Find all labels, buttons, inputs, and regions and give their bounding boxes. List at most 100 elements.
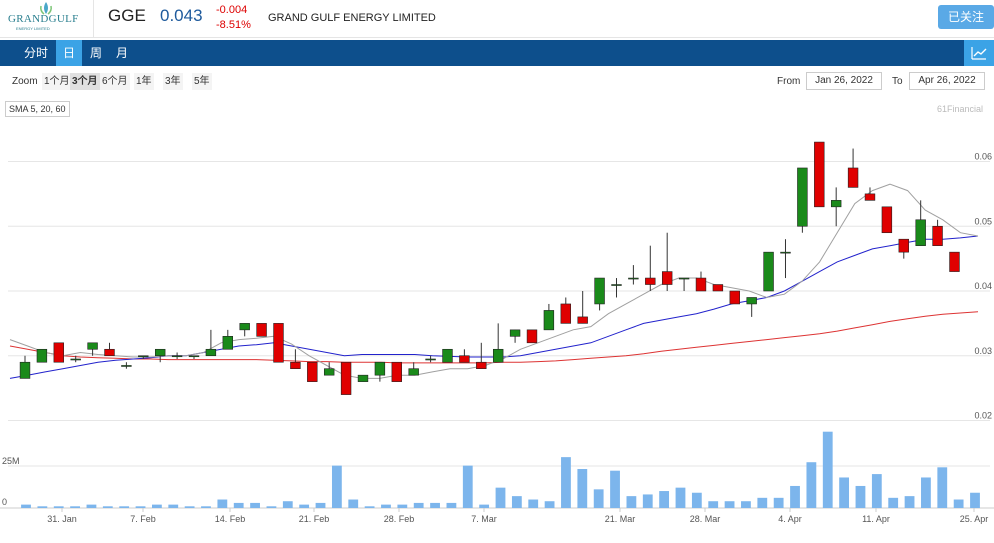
volume-bar xyxy=(757,497,768,508)
volume-bar xyxy=(381,504,391,508)
candle-body xyxy=(121,365,132,367)
candle-body xyxy=(307,361,318,382)
tab-weekly[interactable]: 周 xyxy=(89,46,102,60)
logo-flame-icon xyxy=(40,2,52,15)
x-tick-label: 31. Jan xyxy=(47,514,77,524)
candle-body xyxy=(154,348,166,357)
volume-bar xyxy=(970,492,980,508)
candle-body xyxy=(87,342,98,350)
candle-body xyxy=(273,323,284,363)
candle-body xyxy=(797,167,808,227)
volume-bar xyxy=(413,502,424,508)
candle-body xyxy=(830,200,842,208)
candle-body xyxy=(645,277,656,285)
logo-subtext: ENERGY LIMITED xyxy=(16,26,50,31)
volume-bar xyxy=(430,502,440,508)
candle-body xyxy=(526,329,538,344)
candle-body xyxy=(104,348,115,357)
candle-body xyxy=(492,348,504,363)
volume-bar xyxy=(806,462,817,508)
volume-bar xyxy=(626,496,637,508)
volume-bar xyxy=(790,485,800,508)
volume-bar xyxy=(86,504,97,508)
price-tick-label: 0.02 xyxy=(974,411,992,421)
zoom-1m-button[interactable]: 1个月 xyxy=(42,73,72,90)
volume-bar xyxy=(446,502,457,508)
candle-body xyxy=(729,290,740,305)
volume-bar xyxy=(348,499,359,508)
indicator-legend[interactable]: SMA 5, 20, 60 xyxy=(5,101,70,117)
candle-body xyxy=(442,348,453,363)
volume-bar xyxy=(888,497,899,508)
to-date-input[interactable]: Apr 26, 2022 xyxy=(909,72,985,90)
candle-body xyxy=(171,355,183,358)
zoom-3y-button[interactable]: 3年 xyxy=(163,73,183,90)
volume-bar xyxy=(102,506,113,508)
candle-body xyxy=(780,251,791,254)
volume-bar xyxy=(675,487,686,508)
zoom-6m-button[interactable]: 6个月 xyxy=(100,73,130,90)
candle-body xyxy=(36,348,48,363)
volume-bar xyxy=(299,504,310,508)
candle-body xyxy=(661,271,673,285)
candle-body xyxy=(391,361,402,382)
chart-type-button[interactable] xyxy=(964,40,994,66)
zoom-5y-button[interactable]: 5年 xyxy=(192,73,212,90)
change-percent: -8.51% xyxy=(216,19,251,31)
x-tick-label: 21. Feb xyxy=(299,514,330,524)
follow-button[interactable]: 已关注 xyxy=(938,5,994,29)
volume-bar xyxy=(708,501,719,508)
candle-body xyxy=(746,297,757,305)
candle-body xyxy=(949,251,960,272)
x-tick-label: 4. Apr xyxy=(778,514,802,524)
volume-bar xyxy=(233,502,244,508)
line-chart-icon xyxy=(971,47,987,60)
from-date-input[interactable]: Jan 26, 2022 xyxy=(806,72,882,90)
candle-body xyxy=(847,167,859,188)
volume-bar xyxy=(201,506,211,508)
zoom-3m-button[interactable]: 3个月 xyxy=(70,73,100,90)
candle-body xyxy=(577,316,588,324)
volume-bar xyxy=(53,506,64,508)
volume-bar xyxy=(773,497,784,508)
volume-bar xyxy=(397,504,408,508)
x-tick-label: 7. Mar xyxy=(471,514,497,524)
tab-intraday[interactable]: 分时 xyxy=(23,46,48,60)
volume-bar xyxy=(282,501,293,508)
volume-bar xyxy=(135,506,146,508)
volume-bar xyxy=(724,501,735,508)
volume-bar xyxy=(904,496,915,508)
volume-bar xyxy=(331,465,342,508)
volume-bar xyxy=(266,506,277,508)
candle-body xyxy=(881,206,893,234)
tab-monthly[interactable]: 月 xyxy=(115,46,128,60)
candle-body xyxy=(425,358,436,361)
candle-body xyxy=(898,238,909,253)
volume-tick-label: 0 xyxy=(2,497,7,507)
price-tick-label: 0.06 xyxy=(974,152,992,162)
volume-bar xyxy=(528,499,539,508)
logo-text: GRANDGULF xyxy=(8,13,79,25)
candle-body xyxy=(357,374,369,382)
candle-body xyxy=(408,368,419,376)
x-tick-label: 25. Apr xyxy=(960,514,989,524)
x-tick-label: 11. Apr xyxy=(862,514,890,524)
volume-bar xyxy=(70,506,80,508)
candle-body xyxy=(628,277,639,280)
candle-body xyxy=(915,219,926,246)
tab-daily[interactable]: 日 xyxy=(56,40,82,66)
volume-bar xyxy=(741,501,751,508)
volume-bar xyxy=(691,492,702,508)
candle-body xyxy=(594,277,605,305)
candle-body xyxy=(763,251,774,292)
volume-bar xyxy=(561,457,571,508)
candle-body xyxy=(340,361,352,395)
volume-bar xyxy=(937,467,948,508)
candle-body xyxy=(509,329,521,337)
volume-bar xyxy=(659,491,670,508)
price-tick-label: 0.04 xyxy=(974,281,992,291)
volume-bar xyxy=(822,431,833,508)
volume-bar xyxy=(168,504,179,508)
zoom-1y-button[interactable]: 1年 xyxy=(134,73,154,90)
